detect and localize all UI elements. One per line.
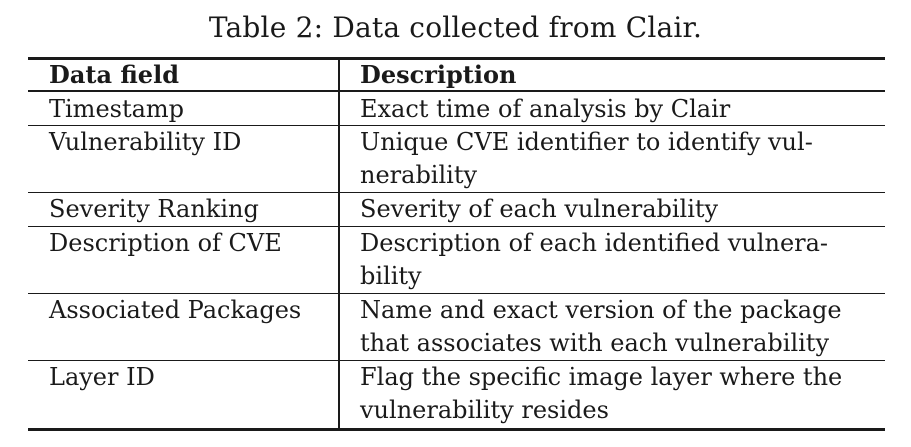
description-line: Severity of each vulnerability xyxy=(360,195,719,223)
table-row-rule xyxy=(28,293,885,294)
cell-description: Exact time of analysis by Clair xyxy=(360,93,880,126)
cell-description: Name and exact version of the package th… xyxy=(360,294,880,360)
description-line: Exact time of analysis by Clair xyxy=(360,95,731,123)
table-row-rule xyxy=(28,125,885,126)
data-table: Data field Description Timestamp Exact t… xyxy=(28,57,885,431)
cell-description: Flag the specific image layer where the … xyxy=(360,361,880,427)
column-divider xyxy=(338,57,340,431)
cell-field: Associated Packages xyxy=(49,296,302,324)
cell-field: Timestamp xyxy=(49,95,185,123)
description-line: bility xyxy=(360,262,422,290)
description-line: vulnerability resides xyxy=(360,396,609,424)
table-row-rule xyxy=(28,360,885,361)
cell-description: Unique CVE identifier to identify vul- n… xyxy=(360,126,880,192)
cell-field: Description of CVE xyxy=(49,229,282,257)
description-line: Flag the specific image layer where the xyxy=(360,363,843,391)
description-line: Unique CVE identifier to identify vul- xyxy=(360,128,813,156)
table-top-rule xyxy=(28,57,885,60)
table-bottom-rule xyxy=(28,428,885,431)
table-row-rule xyxy=(28,226,885,227)
description-line: Name and exact version of the package xyxy=(360,296,842,324)
cell-description: Description of each identified vulnera- … xyxy=(360,227,880,293)
description-line: Description of each identified vulnera- xyxy=(360,229,829,257)
table-header-rule xyxy=(28,90,885,92)
description-line: nerability xyxy=(360,161,478,189)
cell-field: Severity Ranking xyxy=(49,195,259,223)
header-data-field: Data field xyxy=(49,60,179,89)
cell-description: Severity of each vulnerability xyxy=(360,193,880,226)
table-caption: Table 2: Data collected from Clair. xyxy=(208,11,703,44)
description-line: that associates with each vulnerability xyxy=(360,329,830,357)
table-row-rule xyxy=(28,192,885,193)
cell-field: Vulnerability ID xyxy=(49,128,242,156)
header-description: Description xyxy=(360,60,517,89)
cell-field: Layer ID xyxy=(49,363,155,391)
